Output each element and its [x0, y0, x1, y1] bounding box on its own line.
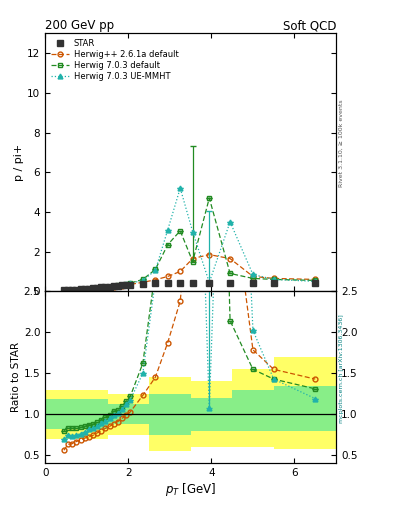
Legend: STAR, Herwig++ 2.6.1a default, Herwig 7.0.3 default, Herwig 7.0.3 UE-MMHT: STAR, Herwig++ 2.6.1a default, Herwig 7.…: [50, 37, 180, 83]
Text: 200 GeV pp: 200 GeV pp: [45, 19, 114, 32]
Text: Rivet 3.1.10, ≥ 100k events: Rivet 3.1.10, ≥ 100k events: [339, 99, 344, 187]
Text: mcplots.cern.ch [arXiv:1306.3436]: mcplots.cern.ch [arXiv:1306.3436]: [339, 314, 344, 423]
Y-axis label: p / pi+: p / pi+: [14, 144, 24, 181]
Text: Soft QCD: Soft QCD: [283, 19, 336, 32]
Y-axis label: Ratio to STAR: Ratio to STAR: [11, 343, 21, 412]
X-axis label: $p_T$ [GeV]: $p_T$ [GeV]: [165, 481, 216, 498]
